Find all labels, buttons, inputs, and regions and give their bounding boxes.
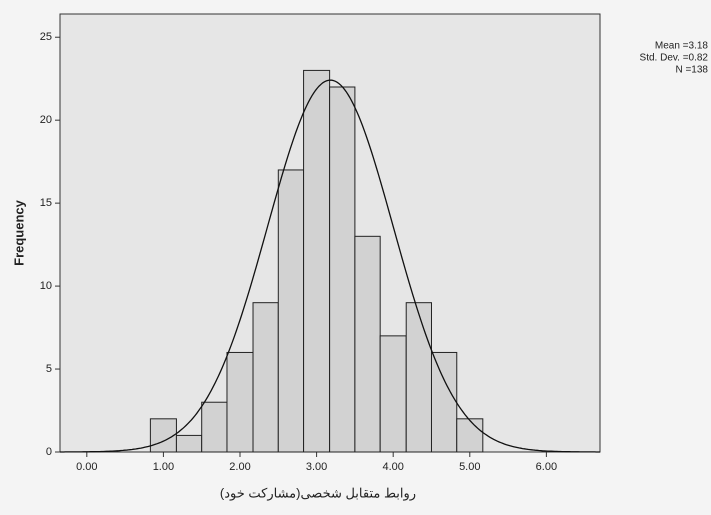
y-tick-label: 25 [40,31,52,43]
bar [252,302,279,453]
x-tick-label: 3.00 [306,461,327,473]
x-tick-label: 2.00 [229,461,250,473]
bar [201,401,228,453]
bar [226,351,254,453]
normal-curve [60,79,600,453]
bar [379,335,407,453]
y-axis-label: Frequency [11,199,26,266]
y-tick-label: 20 [40,114,52,126]
y-tick-label: 10 [40,280,52,292]
y-tick-label: 5 [46,363,52,375]
x-tick-label: 5.00 [459,461,480,473]
x-tick-label: 4.00 [382,461,403,473]
bar [149,418,177,453]
bar [175,434,203,453]
x-tick-label: 1.00 [153,461,174,473]
stat-annotation: N =138 [675,65,708,76]
x-tick-label: 0.00 [76,461,97,473]
stat-annotation: Mean =3.18 [655,41,709,52]
bar [303,69,331,453]
bar [456,418,484,453]
x-axis-label: روابط متقابل شخصی(مشارکت خود) [220,485,416,501]
x-tick-label: 6.00 [536,461,557,473]
bar [430,351,458,453]
stat-annotation: Std. Dev. =0.82 [640,53,709,64]
bar [329,86,356,453]
bar [405,302,432,453]
bar [277,169,305,453]
bar [354,235,381,453]
y-tick-label: 0 [46,446,52,458]
y-tick-label: 15 [40,197,52,209]
